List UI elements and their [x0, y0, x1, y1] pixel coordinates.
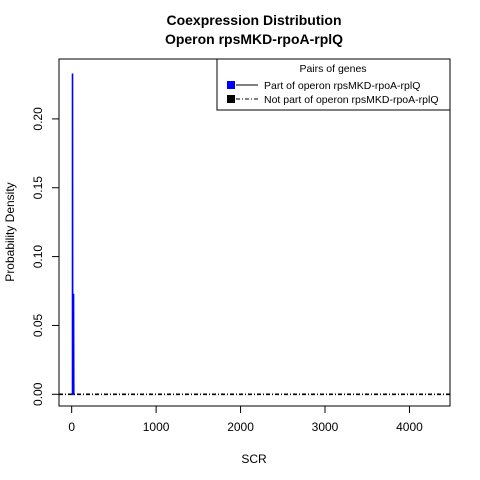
x-axis-label: SCR	[241, 452, 267, 466]
legend-box	[216, 58, 451, 111]
y-tick-label: 0.20	[31, 107, 45, 131]
x-tick-label: 2000	[227, 420, 254, 434]
x-tick-label: 3000	[312, 420, 339, 434]
legend-swatch-1	[227, 95, 235, 103]
x-tick-label: 4000	[396, 420, 423, 434]
x-tick-label: 1000	[143, 420, 170, 434]
chart-title-line-1: Coexpression Distribution	[166, 12, 341, 28]
legend-label-0: Part of operon rpsMKD-rpoA-rplQ	[264, 80, 420, 92]
series-layer	[59, 73, 450, 396]
legend-label-1: Not part of operon rpsMKD-rpoA-rplQ	[264, 94, 438, 106]
x-tick-label: 0	[68, 420, 75, 434]
y-tick-label: 0.10	[31, 245, 45, 269]
legend-title: Pairs of genes	[299, 63, 366, 75]
y-tick-label: 0.00	[31, 382, 45, 406]
chart-title-line-2: Operon rpsMKD-rpoA-rplQ	[165, 31, 343, 47]
y-tick-label: 0.15	[31, 176, 45, 200]
legend-swatch-0	[227, 81, 235, 89]
y-axis: 0.00 0.05 0.10 0.15 0.20	[31, 107, 60, 406]
x-axis: 0 1000 2000 3000 4000	[68, 405, 423, 434]
legend: Pairs of genes Part of operon rpsMKD-rpo…	[216, 58, 451, 111]
y-axis-label: Probability Density	[3, 182, 17, 281]
series-line-0	[71, 73, 75, 396]
y-tick-label: 0.05	[31, 313, 45, 337]
